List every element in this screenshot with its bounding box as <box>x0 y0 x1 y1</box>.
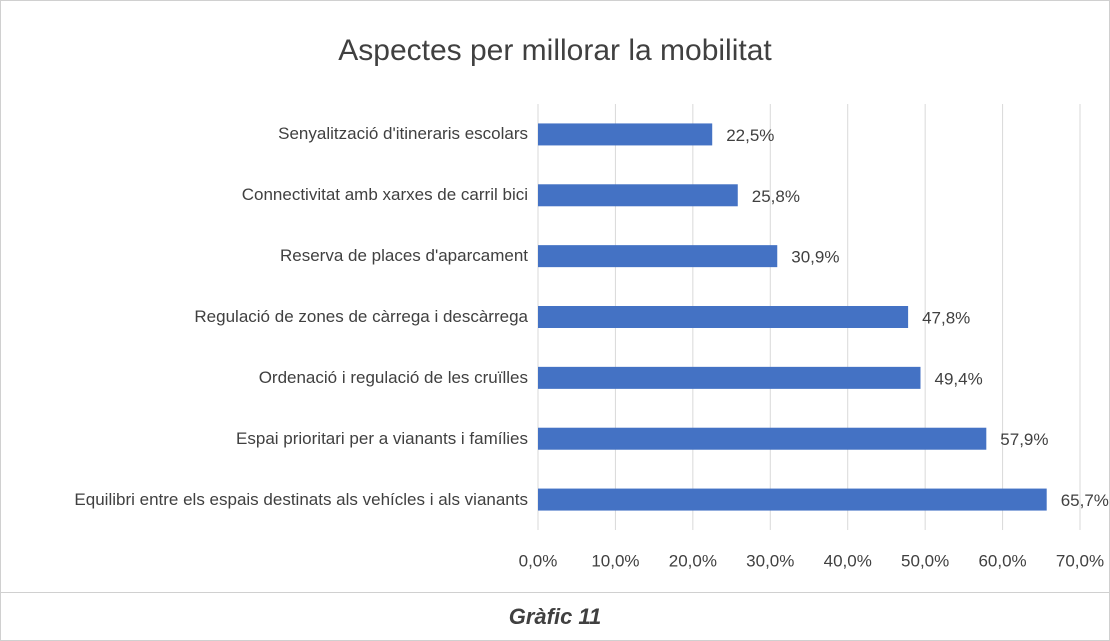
bar <box>538 184 738 207</box>
chart: Aspectes per millorar la mobilitat 0,0% 1… <box>338 34 1109 571</box>
data-label: 30,9% <box>791 248 839 267</box>
x-tick-label: 50,0% <box>901 551 949 570</box>
x-tick-label: 40,0% <box>824 551 872 570</box>
x-tick-label: 20,0% <box>669 551 717 570</box>
bar <box>538 123 713 146</box>
x-tick-label: 0,0% <box>519 551 558 570</box>
y-tick-label: Espai prioritari per a vianants i famíli… <box>236 428 528 448</box>
data-label: 65,7% <box>1061 491 1109 510</box>
bar <box>538 427 987 450</box>
y-tick-label: Connectivitat amb xarxes de carril bici <box>241 185 528 205</box>
data-label: 57,9% <box>1000 430 1048 449</box>
caption: Gràfic 11 <box>508 604 602 629</box>
bar <box>538 306 909 328</box>
data-label: 47,8% <box>922 308 970 327</box>
x-tick-label: 30,0% <box>746 551 794 570</box>
y-tick-label: Equilibri entre els espais destinats als… <box>74 489 528 509</box>
y-tick-label: Ordenació i regulació de les cruïlles <box>258 367 528 387</box>
y-tick-label: Reserva de places d'aparcament <box>280 246 528 266</box>
y-tick-label: Regulació de zones de càrrega i descàrre… <box>194 307 528 326</box>
data-label: 25,8% <box>752 187 800 206</box>
data-label: 49,4% <box>934 369 982 388</box>
bar <box>538 245 778 268</box>
x-tick-label: 70,0% <box>1056 551 1104 570</box>
data-label: 22,5% <box>726 126 774 145</box>
x-tick-label: 10,0% <box>591 551 639 570</box>
bar <box>538 366 921 389</box>
chart-title: Aspectes per millorar la mobilitat <box>338 34 772 67</box>
y-tick-label: Senyalització d'itineraris escolars <box>278 124 528 144</box>
bar <box>538 488 1047 511</box>
x-tick-label: 60,0% <box>978 551 1026 570</box>
